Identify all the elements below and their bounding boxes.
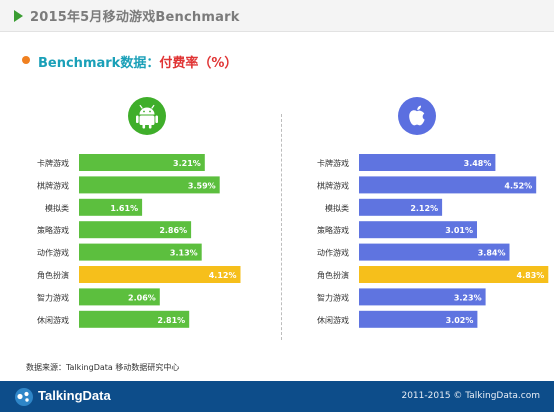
ios-value-label: 2.12% (410, 204, 438, 213)
android-category-label: 角色扮演 (37, 270, 69, 280)
android-value-label: 3.13% (170, 249, 198, 258)
android-category-label: 策略游戏 (37, 225, 69, 235)
subtitle-metric: 付费率（%） (159, 56, 238, 71)
android-value-label: 2.81% (157, 316, 185, 325)
ios-value-label: 3.84% (478, 249, 506, 258)
android-category-label: 卡牌游戏 (37, 158, 69, 168)
android-value-label: 3.21% (173, 159, 201, 168)
footer-copyright: 2011-2015 © TalkingData.com (401, 391, 540, 401)
ios-bar (359, 221, 477, 239)
page-header: 2015年5月移动游戏Benchmark (0, 0, 554, 32)
android-value-label: 2.86% (159, 226, 187, 235)
android-value-label: 3.59% (188, 181, 216, 190)
ios-category-label: 休闲游戏 (317, 315, 349, 325)
ios-value-label: 3.01% (445, 226, 473, 235)
android-bar (79, 310, 190, 328)
ios-value-label: 4.52% (504, 181, 532, 190)
ios-category-label: 智力游戏 (317, 292, 349, 302)
ios-value-label: 3.23% (454, 293, 482, 302)
ios-bar (359, 288, 486, 306)
android-value-label: 1.61% (110, 204, 138, 213)
android-bar (79, 154, 205, 171)
ios-category-label: 卡牌游戏 (317, 158, 349, 168)
ios-category-label: 动作游戏 (317, 248, 349, 258)
android-bar (79, 198, 143, 216)
ios-bar (359, 154, 496, 171)
chart-divider (281, 114, 282, 340)
ios-bar (359, 243, 510, 261)
ios-bar (359, 266, 549, 283)
android-category-label: 动作游戏 (37, 248, 69, 258)
android-icon (128, 97, 166, 135)
android-bar (79, 266, 241, 283)
subtitle-label: Benchmark数据： (38, 56, 160, 71)
android-bar (79, 243, 202, 261)
data-source-note: 数据来源：TalkingData 移动数据研究中心 (26, 363, 180, 372)
ios-bar (359, 310, 478, 328)
ios-category-label: 角色扮演 (317, 270, 349, 280)
ios-bar (359, 176, 537, 194)
apple-icon (398, 97, 436, 135)
android-value-label: 2.06% (128, 293, 156, 302)
ios-value-label: 3.02% (446, 316, 474, 325)
footer-brand: TalkingData (38, 388, 111, 403)
android-bar (79, 288, 160, 306)
ios-category-label: 棋牌游戏 (317, 180, 349, 190)
android-bar (79, 221, 192, 239)
ios-bar (359, 198, 443, 216)
android-category-label: 智力游戏 (37, 292, 69, 302)
android-bar (79, 176, 220, 194)
title-triangle-marker (14, 10, 23, 22)
ios-category-label: 策略游戏 (317, 225, 349, 235)
android-category-label: 棋牌游戏 (37, 180, 69, 190)
page-title: 2015年5月移动游戏Benchmark (30, 10, 240, 25)
android-category-label: 休闲游戏 (37, 315, 69, 325)
ios-value-label: 4.83% (517, 271, 545, 280)
ios-value-label: 3.48% (464, 159, 492, 168)
talkingdata-logo-icon (15, 388, 33, 406)
ios-category-label: 模拟类 (325, 203, 349, 213)
android-value-label: 4.12% (209, 271, 237, 280)
android-category-label: 模拟类 (45, 203, 69, 213)
footer-bar: TalkingData 2011-2015 © TalkingData.com (0, 381, 554, 412)
bullet-dot (22, 56, 30, 64)
